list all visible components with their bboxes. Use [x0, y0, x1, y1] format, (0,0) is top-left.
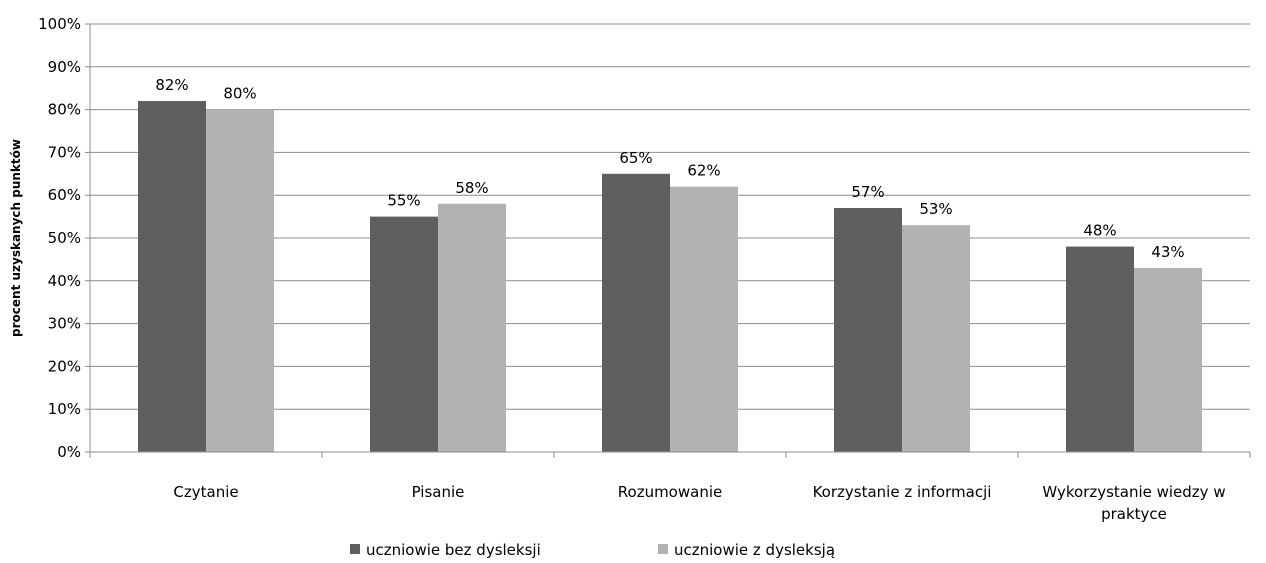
legend-label: uczniowie bez dysleksji: [366, 541, 541, 559]
bar-with-dyslexia: [206, 109, 274, 452]
bar-without-dyslexia: [834, 208, 902, 452]
legend: uczniowie bez dysleksji uczniowie z dysle…: [350, 541, 835, 559]
data-label: 43%: [1151, 243, 1184, 261]
y-tick-label: 40%: [48, 272, 81, 290]
y-tick-label: 70%: [48, 143, 81, 161]
x-tick-label: Korzystanie z informacji: [813, 483, 992, 501]
bar-with-dyslexia: [438, 203, 506, 452]
data-label: 57%: [851, 183, 884, 201]
bar-with-dyslexia: [670, 186, 738, 452]
data-label: 80%: [223, 85, 256, 103]
legend-swatch: [658, 544, 668, 554]
bar-with-dyslexia: [902, 225, 970, 452]
y-tick-label: 50%: [48, 229, 81, 247]
y-tick-label: 30%: [48, 315, 81, 333]
y-axis-label: procent uzyskanych punktów: [9, 139, 23, 337]
x-tick-label: Wykorzystanie wiedzy w: [1042, 483, 1225, 501]
data-labels: 82% 80% 55% 58% 65% 62% 57% 53% 48% 43%: [155, 76, 1184, 261]
data-label: 48%: [1083, 222, 1116, 240]
y-tick-label: 20%: [48, 357, 81, 375]
x-tick-label: Rozumowanie: [618, 483, 722, 501]
axes: 0% 10% 20% 30% 40% 50% 60% 70% 80% 90% 100% Czytani…: [38, 15, 1251, 523]
bar-with-dyslexia: [1134, 267, 1202, 452]
y-tick-label: 10%: [48, 400, 81, 418]
data-label: 82%: [155, 76, 188, 94]
y-tick-label: 80%: [48, 101, 81, 119]
bar-without-dyslexia: [370, 216, 438, 452]
bars: [138, 101, 1202, 453]
y-tick-label: 0%: [57, 443, 81, 461]
y-tick-label: 90%: [48, 58, 81, 76]
data-label: 53%: [919, 200, 952, 218]
bar-without-dyslexia: [138, 101, 206, 452]
data-label: 62%: [687, 162, 720, 180]
data-label: 65%: [619, 149, 652, 167]
y-tick-label: 60%: [48, 186, 81, 204]
data-label: 58%: [455, 179, 488, 197]
x-tick-label: praktyce: [1101, 505, 1167, 523]
legend-label: uczniowie z dysleksją: [674, 541, 835, 559]
bar-without-dyslexia: [602, 173, 670, 453]
x-tick-label: Pisanie: [412, 483, 465, 501]
data-label: 55%: [387, 192, 420, 210]
y-tick-label: 100%: [38, 15, 81, 33]
x-tick-label: Czytanie: [173, 483, 238, 501]
bar-without-dyslexia: [1066, 246, 1134, 452]
legend-swatch: [350, 544, 360, 554]
